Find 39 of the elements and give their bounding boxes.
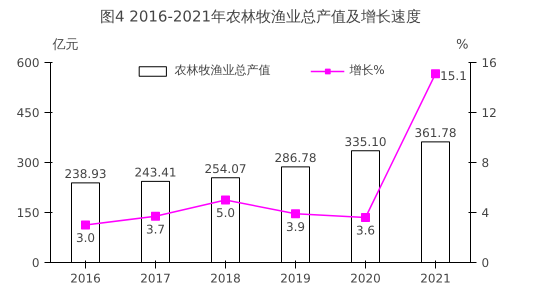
data-label: 5.0 — [216, 206, 236, 220]
x-tick-label: 2017 — [140, 272, 171, 286]
data-label: 3.7 — [146, 222, 166, 236]
point — [81, 220, 90, 230]
point — [151, 212, 160, 221]
legend-label: 农林牧渔业总产值 — [174, 62, 270, 79]
data-label: 15.1 — [440, 68, 467, 83]
point — [431, 69, 440, 78]
x-tick-label: 2020 — [350, 272, 381, 286]
chart-title: 图4 2016-2021年农林牧渔业总产值及增长速度 — [100, 8, 422, 26]
point — [291, 209, 300, 218]
data-label: 335.10 — [344, 134, 387, 149]
y-tick-label: 0 — [32, 256, 40, 270]
data-label: 286.78 — [274, 150, 317, 165]
y-tick-label: 600 — [16, 56, 40, 70]
y2-tick-label: 0 — [482, 256, 490, 270]
x-tick-label: 2021 — [420, 272, 451, 286]
y2-axis-title: % — [456, 38, 469, 52]
y-axis-title: 亿元 — [52, 38, 78, 52]
data-label: 238.93 — [64, 166, 107, 181]
y-tick-label: 450 — [16, 106, 40, 120]
y2-tick-label: 8 — [482, 156, 490, 170]
data-label: 3.6 — [356, 224, 376, 238]
data-label: 243.41 — [134, 165, 177, 180]
y2-tick-label: 16 — [482, 56, 497, 70]
data-label: 254.07 — [204, 162, 247, 176]
x-tick-label: 2016 — [70, 272, 101, 286]
data-label: 361.78 — [414, 126, 457, 140]
point — [221, 196, 230, 204]
y-tick-label: 300 — [16, 156, 40, 170]
y2-tick-label: 12 — [482, 106, 497, 120]
x-tick-label: 2019 — [280, 272, 311, 286]
y2-tick-label: 4 — [482, 206, 490, 220]
data-label: 3.0 — [76, 231, 96, 245]
point — [361, 213, 370, 222]
x-tick-label: 2018 — [210, 272, 241, 286]
data-label: 3.9 — [286, 220, 306, 234]
y-tick-label: 150 — [16, 206, 40, 220]
legend-label: 增长% — [349, 62, 385, 79]
